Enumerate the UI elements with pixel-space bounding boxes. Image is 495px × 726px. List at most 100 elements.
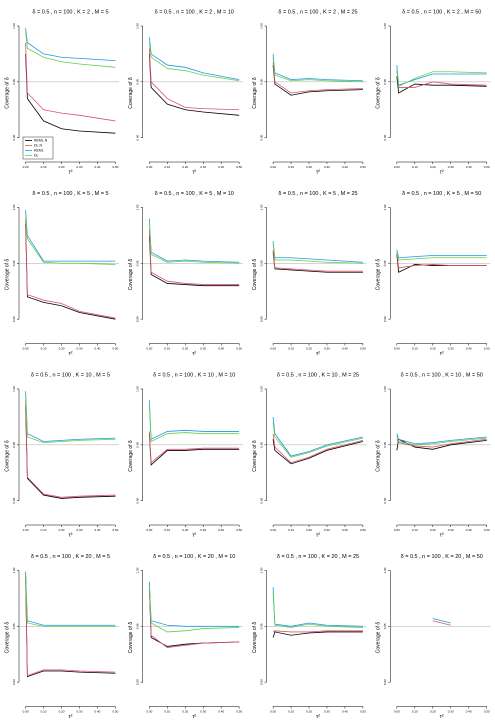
series-line: [25, 42, 116, 122]
y-axis-label: Coverage of δ: [252, 259, 258, 291]
panel: δ = 0.5 , n = 100 , K = 2 , M = 5 Coverag…: [4, 9, 119, 175]
x-axis-label: τ²: [316, 351, 320, 357]
x-tick-label: 0.40: [342, 165, 348, 169]
y-axis-label: Coverage of δ: [252, 77, 258, 109]
x-axis-label: τ²: [440, 169, 444, 175]
x-tick-label: 0.10: [164, 165, 170, 169]
y-tick-label: 1.00: [12, 23, 16, 29]
series-line: [272, 61, 363, 94]
panel-title: δ = 0.5 , n = 100 , K = 10 , M = 25: [277, 372, 359, 378]
y-tick-label: 0.90: [259, 134, 263, 140]
x-tick-label: 0.40: [342, 528, 348, 532]
x-tick-label: 0.20: [59, 346, 65, 350]
panel: δ = 0.5 , n = 100 , K = 20 , M = 50 Cover…: [376, 554, 491, 720]
panel-title: δ = 0.5 , n = 100 , K = 10 , M = 5: [31, 372, 110, 378]
panel-title: δ = 0.5 , n = 100 , K = 20 , M = 50: [401, 554, 483, 560]
panel-title: δ = 0.5 , n = 100 , K = 2 , M = 5: [32, 9, 108, 15]
y-tick-label: 0.95: [383, 260, 387, 266]
x-axis-label: τ²: [192, 169, 196, 175]
panel: δ = 0.5 , n = 100 , K = 5 , M = 10 Covera…: [128, 191, 243, 357]
y-axis-label: Coverage of δ: [376, 440, 382, 472]
x-tick-label: 0.00: [270, 165, 276, 169]
y-tick-label: 1.00: [12, 386, 16, 392]
x-tick-label: 0.30: [77, 165, 83, 169]
panel: δ = 0.5 , n = 100 , K = 2 , M = 50 Covera…: [376, 9, 491, 175]
x-tick-label: 0.20: [306, 709, 312, 713]
y-tick-label: 1.00: [383, 386, 387, 392]
series-line: [272, 631, 363, 638]
series-line: [396, 249, 487, 259]
y-tick-label: 0.90: [383, 497, 387, 503]
series-line: [272, 240, 363, 263]
series-line: [25, 209, 116, 262]
x-tick-label: 0.20: [430, 709, 436, 713]
x-tick-label: 0.10: [288, 346, 294, 350]
x-tick-label: 0.30: [324, 165, 330, 169]
series-line: [272, 252, 363, 273]
series-line: [432, 618, 451, 624]
series-line: [148, 583, 240, 648]
y-tick-label: 1.00: [136, 567, 140, 573]
panel: δ = 0.5 , n = 100 , K = 10 , M = 5 Covera…: [4, 372, 119, 538]
x-axis-label: τ²: [440, 351, 444, 357]
panel: δ = 0.5 , n = 100 , K = 20 , M = 5 Covera…: [4, 554, 119, 720]
x-tick-label: 0.10: [41, 528, 47, 532]
y-tick-label: 0.90: [12, 679, 16, 685]
x-tick-label: 0.50: [360, 165, 366, 169]
x-axis-label: τ²: [68, 714, 72, 720]
x-tick-label: 0.20: [306, 346, 312, 350]
series-line: [148, 433, 240, 466]
y-axis-label: Coverage of δ: [376, 259, 382, 291]
x-tick-label: 0.40: [95, 165, 101, 169]
x-tick-label: 0.30: [448, 346, 454, 350]
x-tick-label: 0.30: [77, 528, 83, 532]
y-tick-label: 0.95: [12, 79, 16, 85]
series-line: [272, 57, 363, 83]
y-tick-label: 1.00: [383, 567, 387, 573]
x-tick-label: 0.50: [236, 165, 242, 169]
series-line: [272, 592, 363, 628]
y-tick-label: 0.90: [383, 316, 387, 322]
x-tick-label: 0.10: [412, 709, 418, 713]
series-line: [25, 31, 116, 68]
panel-title: δ = 0.5 , n = 100 , K = 5 , M = 25: [278, 191, 357, 197]
y-axis-label: Coverage of δ: [128, 77, 134, 109]
legend-label: REML.N: [34, 138, 48, 142]
x-tick-label: 0.00: [270, 709, 276, 713]
y-axis-label: Coverage of δ: [4, 259, 10, 291]
series-line: [148, 218, 240, 263]
x-tick-label: 0.50: [112, 165, 118, 169]
x-tick-label: 0.20: [430, 528, 436, 532]
x-axis-label: τ²: [316, 532, 320, 538]
series-line: [25, 572, 116, 677]
series-line: [148, 42, 240, 82]
x-tick-label: 0.10: [164, 346, 170, 350]
x-tick-label: 0.10: [164, 709, 170, 713]
x-tick-label: 0.40: [218, 709, 224, 713]
x-tick-label: 0.40: [466, 709, 472, 713]
y-tick-label: 0.95: [136, 623, 140, 629]
x-tick-label: 0.00: [146, 165, 152, 169]
y-tick-label: 0.90: [259, 679, 263, 685]
panel: δ = 0.5 , n = 100 , K = 20 , M = 25 Cover…: [252, 554, 367, 720]
series-line: [148, 53, 240, 116]
series-line: [396, 438, 487, 448]
panel-title: δ = 0.5 , n = 100 , K = 5 , M = 5: [32, 191, 108, 197]
series-line: [272, 243, 363, 264]
legend-label: REML: [34, 148, 44, 152]
series-line: [25, 400, 116, 498]
series-line: [272, 433, 364, 464]
x-tick-label: 0.10: [41, 709, 47, 713]
panel-title: δ = 0.5 , n = 100 , K = 10 , M = 10: [153, 372, 235, 378]
y-tick-label: 1.00: [136, 204, 140, 210]
x-tick-label: 0.00: [23, 165, 29, 169]
y-tick-label: 0.95: [12, 623, 16, 629]
x-tick-label: 0.00: [394, 346, 400, 350]
series-line: [396, 435, 487, 446]
panel-title: δ = 0.5 , n = 100 , K = 10 , M = 50: [401, 372, 483, 378]
y-tick-label: 0.95: [136, 442, 140, 448]
series-line: [432, 620, 451, 626]
x-tick-label: 0.20: [182, 165, 188, 169]
x-tick-label: 0.50: [360, 709, 366, 713]
series-line: [272, 249, 363, 272]
